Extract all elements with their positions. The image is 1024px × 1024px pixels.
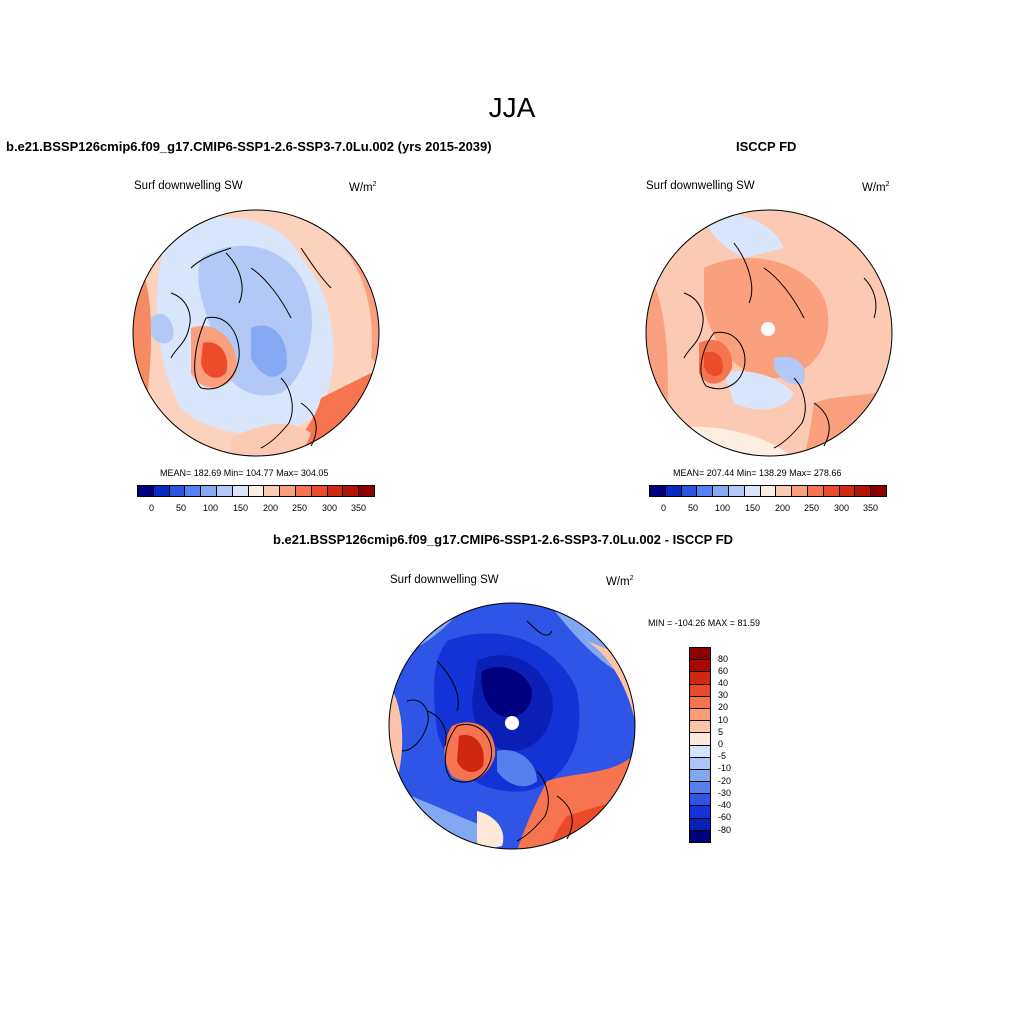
obs-colorbar-tick: 200 — [775, 503, 791, 513]
diff-colorbar-label: 80 — [718, 654, 729, 664]
model-colorbar — [137, 485, 375, 497]
diff-colorbar-label: -30 — [718, 788, 732, 798]
obs-polar-map — [645, 209, 893, 457]
diff-panel-title: b.e21.BSSP126cmip6.f09_g17.CMIP6-SSP1-2.… — [273, 532, 734, 547]
diff-colorbar-label: -60 — [718, 812, 732, 822]
obs-variable-label: Surf downwelling SW — [646, 180, 755, 192]
obs-stats: MEAN= 207.44 Min= 138.29 Max= 278.66 — [673, 468, 842, 478]
model-colorbar-tick: 150 — [233, 503, 249, 513]
model-colorbar-tick: 250 — [292, 503, 308, 513]
diff-stats: MIN = -104.26 MAX = 81.59 — [648, 618, 761, 628]
diff-colorbar-label: -20 — [718, 776, 732, 786]
diff-colorbar-label: 30 — [718, 690, 729, 700]
diff-polar-map — [388, 602, 636, 850]
obs-colorbar — [649, 485, 887, 497]
model-colorbar-tick: 350 — [351, 503, 367, 513]
model-polar-map — [132, 209, 380, 457]
model-colorbar-tick: 300 — [322, 503, 338, 513]
diff-colorbar — [689, 647, 711, 843]
model-colorbar-tick: 200 — [263, 503, 279, 513]
model-stats: MEAN= 182.69 Min= 104.77 Max= 304.05 — [160, 468, 329, 478]
obs-colorbar-tick: 50 — [688, 503, 699, 513]
diff-colorbar-label: -80 — [718, 825, 732, 835]
diff-colorbar-label: 0 — [718, 739, 724, 749]
model-panel-title: b.e21.BSSP126cmip6.f09_g17.CMIP6-SSP1-2.… — [6, 139, 492, 154]
obs-units-label: W/m2 — [862, 181, 890, 194]
model-colorbar-tick: 50 — [176, 503, 187, 513]
diff-variable-label: Surf downwelling SW — [390, 574, 499, 586]
diff-colorbar-label: 20 — [718, 702, 729, 712]
model-colorbar-tick: 100 — [203, 503, 219, 513]
obs-colorbar-tick: 0 — [661, 503, 667, 513]
diff-colorbar-label: -10 — [718, 763, 732, 773]
diff-colorbar-label: -40 — [718, 800, 732, 810]
figure-title: JJA — [488, 92, 536, 123]
diff-colorbar-label: 40 — [718, 678, 729, 688]
obs-colorbar-tick: 300 — [834, 503, 850, 513]
model-variable-label: Surf downwelling SW — [134, 180, 243, 192]
diff-colorbar-label: 60 — [718, 666, 729, 676]
obs-colorbar-tick: 250 — [804, 503, 820, 513]
obs-panel-title: ISCCP FD — [736, 139, 797, 154]
obs-colorbar-tick: 350 — [863, 503, 879, 513]
obs-colorbar-tick: 150 — [745, 503, 761, 513]
diff-colorbar-label: -5 — [718, 751, 727, 761]
diff-units-label: W/m2 — [606, 575, 634, 588]
obs-colorbar-tick: 100 — [715, 503, 731, 513]
diff-colorbar-label: 5 — [718, 727, 724, 737]
model-units-label: W/m2 — [349, 181, 377, 194]
diff-colorbar-label: 10 — [718, 715, 729, 725]
model-colorbar-tick: 0 — [149, 503, 155, 513]
